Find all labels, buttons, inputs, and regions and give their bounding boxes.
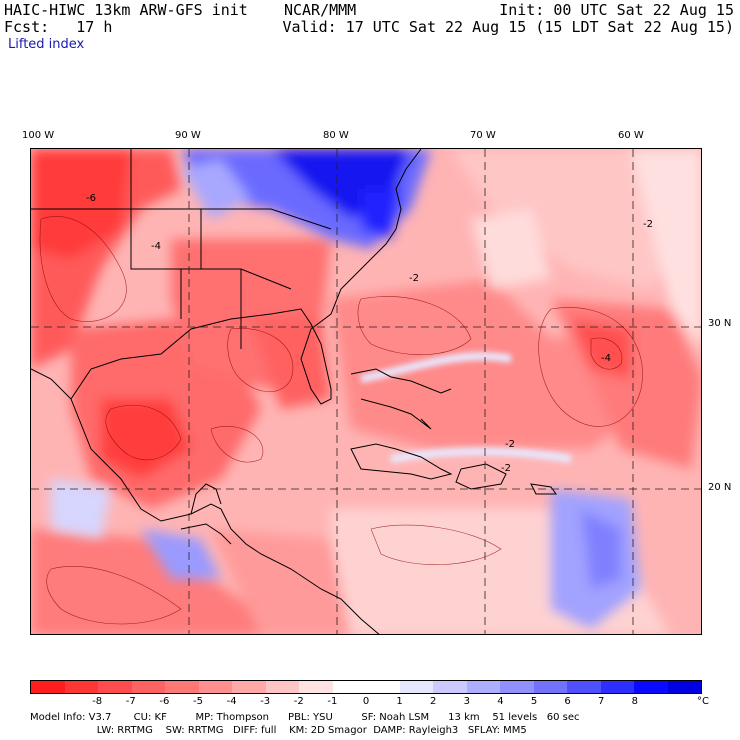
contour-label: -2 [501,463,511,474]
colorbar-tick-label: 5 [530,696,538,707]
colorbar-swatch [399,681,433,693]
colorbar-tick-label: -5 [193,696,203,707]
colorbar-swatch [634,681,668,693]
colorbar-swatch [98,681,132,693]
lon-label-100w: 100 W [22,130,55,141]
model-info-line2: LW: RRTMG SW: RRTMG DIFF: full KM: 2D Sm… [30,725,527,736]
colorbar-tick-label: -7 [125,696,136,707]
colorbar-swatch [567,681,601,693]
init-time: Init: 00 UTC Sat 22 Aug 15 [499,1,734,19]
lon-label-80w: 80 W [323,130,349,141]
colorbar-swatch [299,681,333,693]
colorbar [30,680,702,694]
colorbar-tick-label: 0 [362,696,370,707]
colorbar-tick-label: -4 [226,696,237,707]
colorbar-tick-label: 6 [564,696,571,707]
colorbar-swatch [165,681,199,693]
colorbar-swatch [533,681,567,693]
colorbar-swatch [600,681,634,693]
colorbar-tick-label: 4 [497,696,504,707]
contour-label: -6 [86,193,96,204]
colorbar-swatch [433,681,467,693]
colorbar-tick-label: -8 [92,696,103,707]
contour-label: -2 [409,273,419,284]
colorbar-swatch [232,681,266,693]
forecast-hour: Fcst: 17 h [4,18,113,36]
colorbar-swatch [332,681,366,693]
colorbar-tick-label: -3 [260,696,271,707]
colorbar-swatch [366,681,400,693]
colorbar-tick-label: 7 [598,696,605,707]
colorbar-swatch [466,681,500,693]
colorbar-tick-label: -6 [159,696,170,707]
colorbar-swatch [667,681,701,693]
colorbar-swatch [64,681,98,693]
lifted-index-map: -6 -4 -2 -2 -2 -2 -4 [30,148,702,635]
colorbar-swatch [198,681,232,693]
colorbar-swatch [31,681,65,693]
lon-label-60w: 60 W [618,130,644,141]
contour-label: -4 [601,353,611,364]
lon-label-70w: 70 W [470,130,496,141]
contour-label: -2 [643,219,653,230]
colorbar-swatch [131,681,165,693]
model-title: HAIC-HIWC 13km ARW-GFS init NCAR/MMM [4,1,357,19]
colorbar-swatch [500,681,534,693]
colorbar-unit: °C [697,696,709,707]
colorbar-tick-label: -1 [327,696,338,707]
colorbar-tick-label: -2 [293,696,304,707]
colorbar-tick-label: 1 [396,696,403,707]
colorbar-swatch [265,681,299,693]
lat-label-20n: 20 N [708,482,732,493]
contour-label: -4 [151,241,161,252]
lon-label-90w: 90 W [175,130,201,141]
contour-label: -2 [505,439,515,450]
colorbar-tick-label: 3 [463,696,470,707]
field-name: Lifted index [8,37,85,52]
colorbar-tick-label: 2 [430,696,437,707]
colorbar-tick-label: 8 [631,696,638,707]
model-info-line1: Model Info: V3.7 CU: KF MP: Thompson PBL… [30,712,580,723]
lat-label-30n: 30 N [708,318,732,329]
valid-time: Valid: 17 UTC Sat 22 Aug 15 (15 LDT Sat … [282,18,734,36]
